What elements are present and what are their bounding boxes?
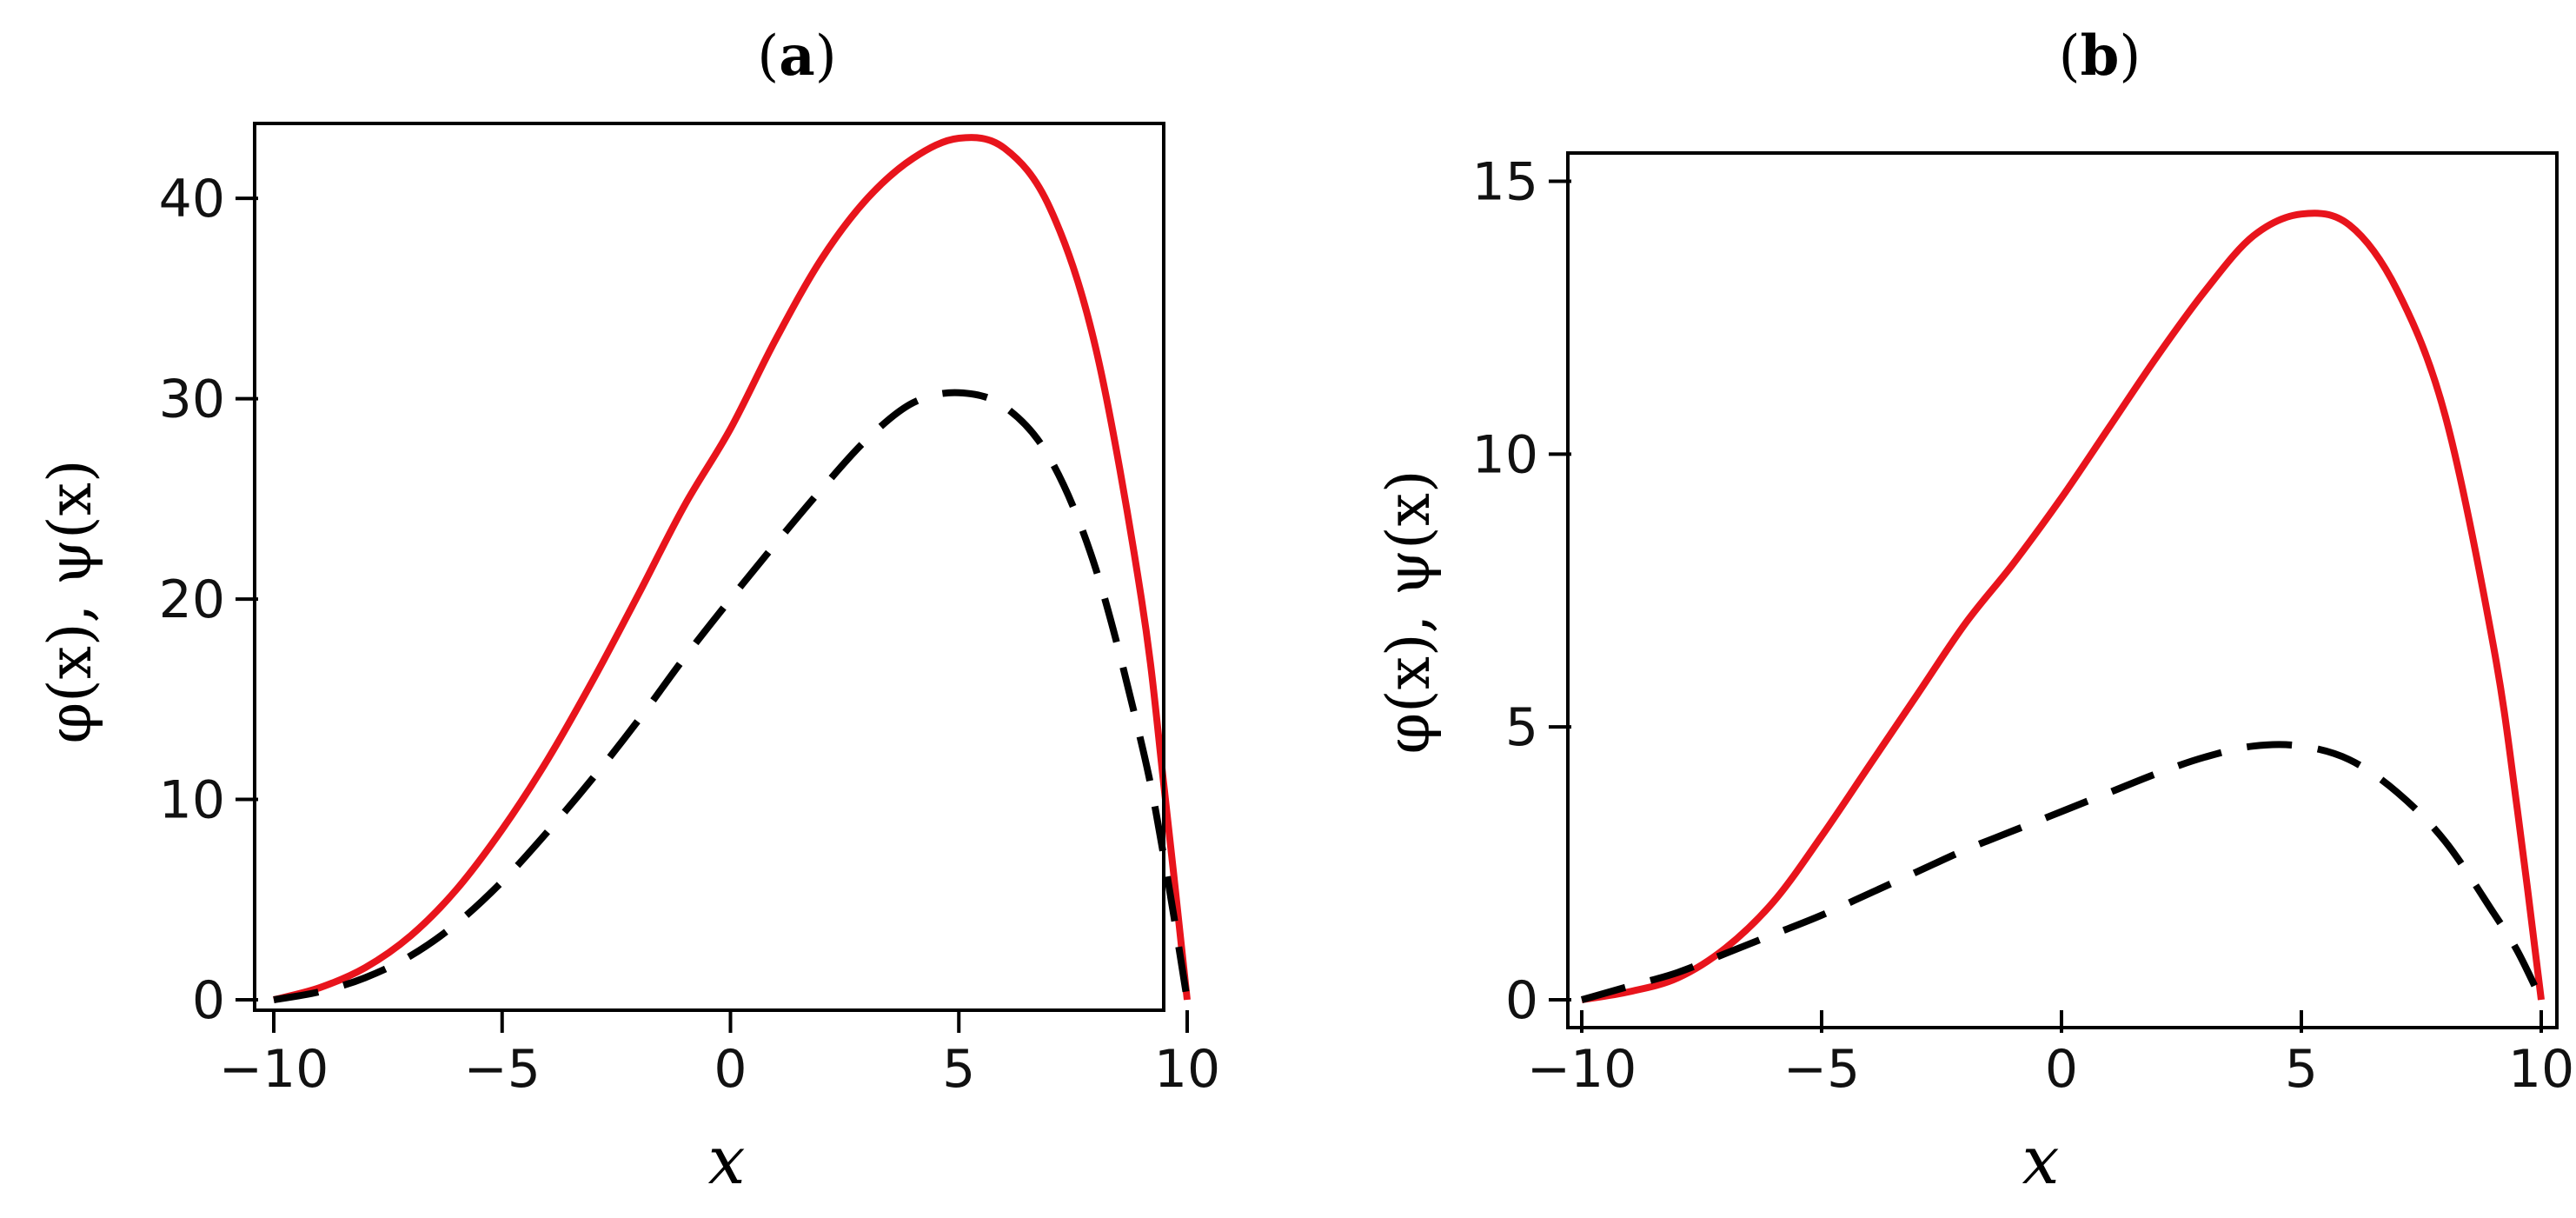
panel-a-series-layer <box>272 134 1191 1003</box>
panel-b-ytick-label-3: 15 <box>1472 152 1538 213</box>
panel-a: (a) φ(x), ψ(x) −10 −5 0 5 10 0 10 20 30 40 x <box>37 23 1220 1199</box>
panel-b-ytick-label-1: 5 <box>1505 697 1538 758</box>
panel-a-xtick-label-2: 0 <box>714 1039 747 1100</box>
panel-a-y-axis-label: φ(x), ψ(x) <box>37 460 105 744</box>
panel-b: (b) φ(x), ψ(x) −10 −5 0 5 10 0 5 10 15 x <box>1375 23 2574 1199</box>
panel-b-axes: −10 −5 0 5 10 0 5 10 15 <box>1472 152 2575 1100</box>
panel-b-title: (b) <box>2059 23 2141 89</box>
panel-b-xtick-label-4: 10 <box>2508 1039 2574 1100</box>
panel-a-series-psi-line <box>273 389 1191 1003</box>
panel-b-series-phi-line <box>1581 210 2545 1003</box>
panel-b-xtick-label-2: 0 <box>2045 1039 2078 1100</box>
panel-b-series-psi-line <box>1580 741 2545 1003</box>
panel-a-x-axis-label: x <box>708 1121 746 1199</box>
panel-a-title: (a) <box>757 23 836 89</box>
panel-b-xtick-label-3: 5 <box>2285 1039 2318 1100</box>
panel-a-ytick-label-3: 30 <box>159 369 225 430</box>
panel-a-xtick-label-1: −5 <box>464 1039 541 1100</box>
panel-a-ytick-label-0: 0 <box>192 970 225 1031</box>
panel-b-ytick-label-0: 0 <box>1505 970 1538 1031</box>
panel-a-axes: −10 −5 0 5 10 0 10 20 30 40 <box>159 169 1221 1100</box>
panel-b-x-axis-label: x <box>2022 1121 2060 1199</box>
panel-b-plot-frame <box>1566 151 2559 1029</box>
panel-a-series-phi-line <box>272 134 1191 1003</box>
panel-a-ytick-label-1: 10 <box>159 770 225 831</box>
panel-b-ytick-label-2: 10 <box>1472 424 1538 485</box>
panel-a-xtick-label-3: 5 <box>942 1039 975 1100</box>
panel-a-xtick-label-0: −10 <box>219 1039 329 1100</box>
panel-b-series-layer <box>1580 210 2545 1003</box>
panel-a-plot-frame <box>253 122 1165 1012</box>
panel-b-xtick-label-0: −10 <box>1527 1039 1637 1100</box>
panel-a-ytick-label-2: 20 <box>159 569 225 630</box>
panel-a-ytick-label-4: 40 <box>159 169 225 230</box>
panel-b-y-axis-label: φ(x), ψ(x) <box>1375 470 1444 755</box>
panel-a-xtick-label-4: 10 <box>1154 1039 1220 1100</box>
panel-b-xtick-label-1: −5 <box>1783 1039 1860 1100</box>
